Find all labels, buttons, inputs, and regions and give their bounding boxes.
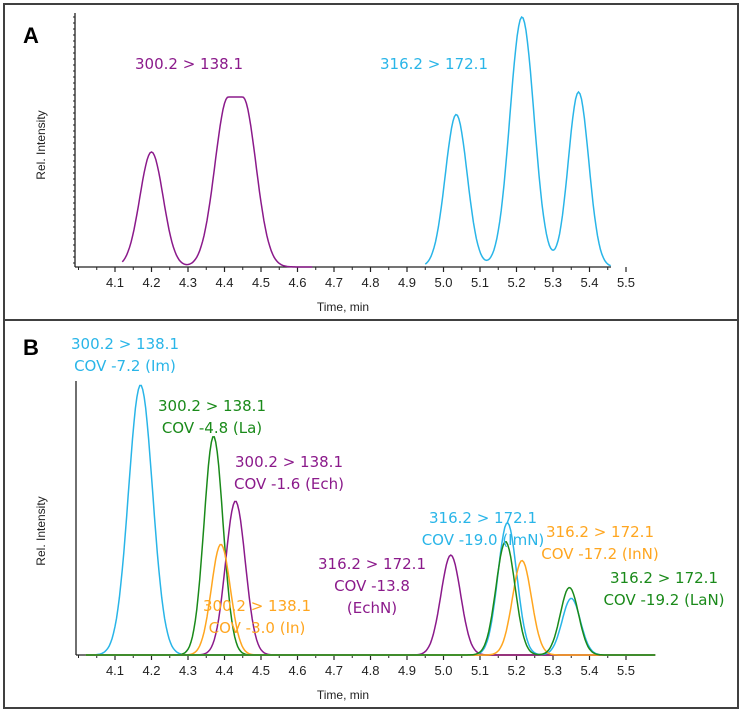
annotation-line: COV -7.2 (Im) bbox=[74, 357, 176, 375]
x-tick-label: 5.0 bbox=[434, 663, 452, 678]
panel-label: A bbox=[23, 23, 39, 48]
panel-label: B bbox=[23, 335, 39, 360]
x-tick-label: 4.9 bbox=[398, 275, 416, 290]
series-trace-0 bbox=[121, 96, 313, 268]
panel-a: A Rel. Intensity 4.1 4.2 4.3 4.4 4.5 4.6 4.7 4.8 4… bbox=[3, 3, 739, 321]
y-axis-label: Rel. Intensity bbox=[34, 496, 48, 565]
peak-annotation: 300.2 > 138.1 COV -1.6 (Ech) bbox=[234, 453, 344, 493]
x-tick-label: 5.5 bbox=[617, 275, 635, 290]
annotation-line: COV -1.6 (Ech) bbox=[234, 475, 344, 493]
x-tick-label: 4.7 bbox=[325, 275, 343, 290]
x-tick-label: 4.8 bbox=[361, 275, 379, 290]
x-tick-label: 4.6 bbox=[288, 663, 306, 678]
x-tick-label: 4.2 bbox=[142, 275, 160, 290]
x-tick-label: 4.5 bbox=[252, 275, 270, 290]
x-tick-label: 5.4 bbox=[580, 663, 598, 678]
annotation-line: 300.2 > 138.1 bbox=[158, 397, 266, 415]
chromatogram-a: A Rel. Intensity 4.1 4.2 4.3 4.4 4.5 4.6 4.7 4.8 4… bbox=[23, 13, 635, 314]
x-tick-label: 4.7 bbox=[325, 663, 343, 678]
series-trace-1 bbox=[424, 16, 611, 267]
x-tick-label: 4.2 bbox=[142, 663, 160, 678]
x-tick-label: 4.5 bbox=[252, 663, 270, 678]
annotation-line: 316.2 > 172.1 bbox=[546, 523, 654, 541]
x-tick-label: 4.8 bbox=[361, 663, 379, 678]
annotation-line: COV -3.0 (In) bbox=[209, 619, 306, 637]
x-tick-label: 4.4 bbox=[215, 663, 233, 678]
annotation-line: COV -4.8 (La) bbox=[162, 419, 262, 437]
x-tick-label: 4.9 bbox=[398, 663, 416, 678]
peak-annotation: 300.2 > 138.1 bbox=[135, 55, 243, 73]
annotation-line: (EchN) bbox=[347, 599, 397, 617]
annotation-line: 316.2 > 172.1 bbox=[429, 509, 537, 527]
x-axis-label: Time, min bbox=[317, 300, 369, 314]
peak-annotation: 316.2 > 172.1 COV -17.2 (InN) bbox=[541, 523, 658, 563]
x-tick-label: 4.4 bbox=[215, 275, 233, 290]
peak-annotation: 300.2 > 138.1 COV -4.8 (La) bbox=[158, 397, 266, 437]
series-trace-7 bbox=[85, 541, 656, 656]
panel-b: B Rel. Intensity 4.1 4.2 4.3 4.4 4.5 4.6 4.7 4.8 4… bbox=[3, 319, 739, 709]
annotation-line: COV -19.0 (ImN) bbox=[422, 531, 545, 549]
annotation-line: COV -13.8 bbox=[334, 577, 410, 595]
peak-annotation: 316.2 > 172.1 COV -19.0 (ImN) bbox=[422, 509, 545, 549]
x-tick-label: 5.2 bbox=[507, 275, 525, 290]
chromatogram-b: B Rel. Intensity 4.1 4.2 4.3 4.4 4.5 4.6 4.7 4.8 4… bbox=[23, 335, 725, 702]
x-tick-label: 5.4 bbox=[580, 275, 598, 290]
x-tick-label: 4.1 bbox=[106, 663, 124, 678]
x-tick-label: 4.1 bbox=[106, 275, 124, 290]
peak-annotation: 316.2 > 172.1 bbox=[380, 55, 488, 73]
x-tick-label: 4.6 bbox=[288, 275, 306, 290]
annotation-line: 300.2 > 138.1 bbox=[71, 335, 179, 353]
x-tick-label: 5.1 bbox=[471, 663, 489, 678]
annotation-line: 316.2 > 172.1 bbox=[380, 55, 488, 73]
annotation-line: COV -17.2 (InN) bbox=[541, 545, 658, 563]
y-axis-label: Rel. Intensity bbox=[34, 110, 48, 179]
annotation-line: COV -19.2 (LaN) bbox=[603, 591, 724, 609]
annotation-line: 316.2 > 172.1 bbox=[318, 555, 426, 573]
annotation-line: 300.2 > 138.1 bbox=[135, 55, 243, 73]
x-tick-label: 5.3 bbox=[544, 663, 562, 678]
annotation-line: 300.2 > 138.1 bbox=[203, 597, 311, 615]
peak-annotation: 316.2 > 172.1 COV -13.8 (EchN) bbox=[318, 555, 426, 617]
peak-annotation: 300.2 > 138.1 COV -3.0 (In) bbox=[203, 597, 311, 637]
peak-annotation: 316.2 > 172.1 COV -19.2 (LaN) bbox=[603, 569, 724, 609]
annotation-line: 316.2 > 172.1 bbox=[610, 569, 718, 587]
x-tick-label: 5.3 bbox=[544, 275, 562, 290]
annotation-line: 300.2 > 138.1 bbox=[235, 453, 343, 471]
x-tick-label: 4.3 bbox=[179, 663, 197, 678]
peak-annotation: 300.2 > 138.1 COV -7.2 (Im) bbox=[71, 335, 179, 375]
x-tick-label: 5.1 bbox=[471, 275, 489, 290]
x-tick-label: 4.3 bbox=[179, 275, 197, 290]
x-axis-label: Time, min bbox=[317, 688, 369, 702]
x-tick-label: 5.0 bbox=[434, 275, 452, 290]
x-tick-label: 5.2 bbox=[507, 663, 525, 678]
x-tick-label: 5.5 bbox=[617, 663, 635, 678]
